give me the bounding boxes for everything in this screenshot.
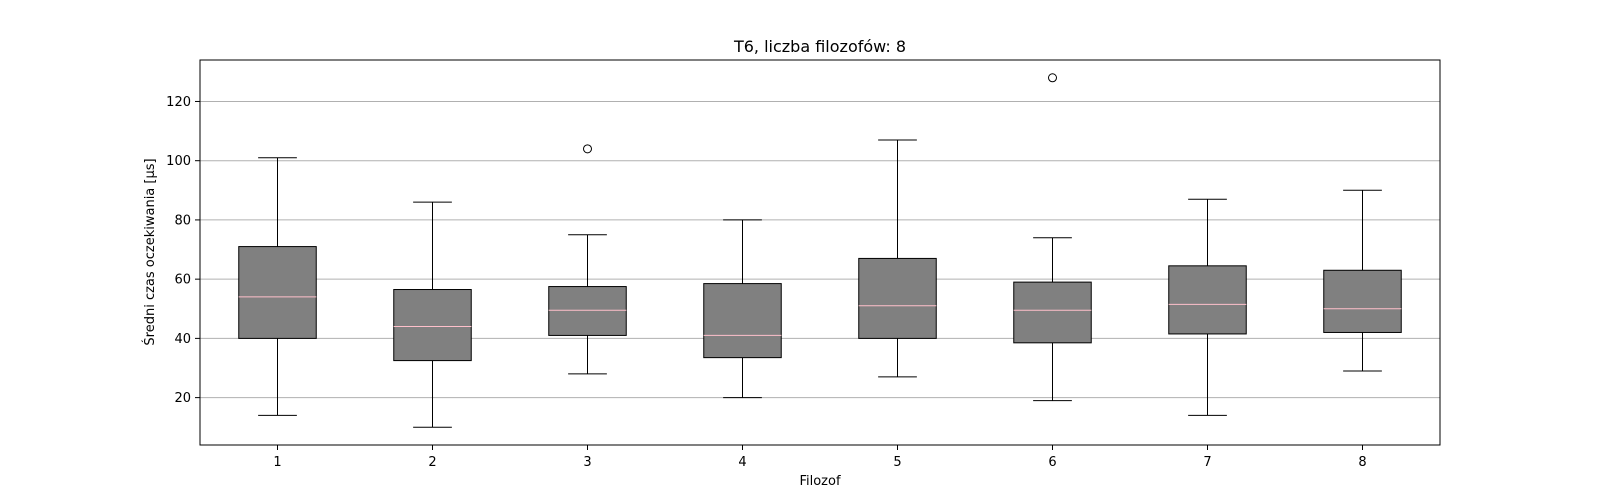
box-group-7 bbox=[1168, 198, 1247, 416]
grid-lines bbox=[200, 100, 1440, 399]
x-tick-label: 5 bbox=[893, 455, 901, 470]
iqr-box bbox=[393, 289, 472, 362]
box-group-2 bbox=[393, 201, 472, 428]
y-axis-label: Średni czas oczekiwania [µs] bbox=[142, 158, 158, 345]
box-group-3 bbox=[548, 144, 627, 375]
box-series bbox=[238, 73, 1402, 428]
y-tick-label: 60 bbox=[174, 273, 191, 288]
iqr-box bbox=[1013, 281, 1092, 344]
x-tick-label: 3 bbox=[583, 455, 591, 470]
x-tick-label: 2 bbox=[428, 455, 436, 470]
chart-title: T6, liczba filozofów: 8 bbox=[733, 37, 906, 56]
x-tick-label: 1 bbox=[273, 455, 281, 470]
box-group-5 bbox=[858, 139, 937, 378]
iqr-box bbox=[1168, 265, 1247, 335]
y-tick-label: 20 bbox=[174, 391, 191, 406]
iqr-box bbox=[703, 283, 782, 359]
box-group-8 bbox=[1323, 189, 1402, 372]
box-group-6 bbox=[1013, 73, 1092, 402]
iqr-box bbox=[858, 257, 937, 339]
y-tick-label: 80 bbox=[174, 213, 191, 228]
box-group-1 bbox=[238, 157, 317, 416]
x-axis-label: Filozof bbox=[799, 474, 840, 489]
x-tick-label: 7 bbox=[1203, 455, 1211, 470]
plot-area-frame bbox=[199, 59, 1441, 446]
x-tick-label: 4 bbox=[738, 455, 746, 470]
outlier-point bbox=[1048, 73, 1057, 83]
iqr-box bbox=[1323, 269, 1402, 333]
y-tick-label: 120 bbox=[166, 95, 191, 110]
axes: 20 40 60 80 100 120 1 2 3 4 5 6 7 8 bbox=[166, 95, 1366, 470]
iqr-box bbox=[238, 246, 317, 339]
iqr-box bbox=[548, 286, 627, 336]
y-tick-label: 100 bbox=[166, 154, 191, 169]
x-tick-label: 8 bbox=[1358, 455, 1366, 470]
box-group-4 bbox=[703, 219, 782, 399]
x-tick-label: 6 bbox=[1048, 455, 1056, 470]
y-tick-label: 40 bbox=[174, 332, 191, 347]
outlier-point bbox=[583, 144, 592, 154]
